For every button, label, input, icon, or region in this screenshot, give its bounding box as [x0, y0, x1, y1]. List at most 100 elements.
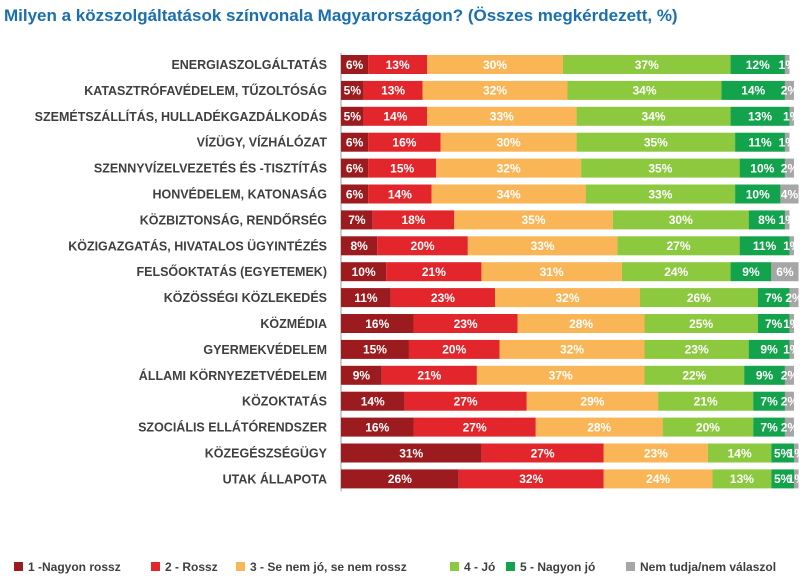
legend-label: 3 - Se nem jó, se nem rossz — [250, 560, 407, 574]
data-label: 32% — [555, 291, 579, 305]
data-label: 5% — [774, 446, 792, 460]
data-label: 2% — [781, 84, 799, 98]
bar-segment — [639, 288, 758, 308]
category-label: SZOCIÁLIS ELLÁTÓRENDSZER — [138, 420, 327, 435]
bar-segment — [789, 236, 794, 256]
bar-segment — [341, 365, 382, 385]
data-label: 2% — [781, 420, 799, 434]
data-label: 20% — [696, 420, 720, 434]
bar-segment — [753, 417, 785, 437]
bar-segment — [730, 262, 772, 282]
data-label: 2% — [785, 291, 803, 305]
data-label: 1% — [783, 317, 801, 331]
data-label: 11% — [753, 239, 777, 253]
data-label: 33% — [531, 239, 555, 253]
category-label: KÖZBIZTONSÁG, RENDŐRSÉG — [140, 212, 327, 227]
category-label: SZEMÉTSZÁLLÍTÁS, HULLADÉKGAZDÁLKODÁS — [35, 109, 327, 124]
bar-segment — [567, 80, 722, 100]
legend-swatch — [236, 562, 245, 571]
data-label: 10% — [746, 187, 770, 201]
data-label: 30% — [497, 136, 521, 150]
bar-segment — [526, 391, 659, 411]
bar-segment — [784, 417, 794, 437]
data-label: 2% — [781, 369, 799, 383]
data-label: 32% — [497, 161, 521, 175]
data-label: 23% — [454, 317, 478, 331]
bar-segment — [341, 80, 364, 100]
bar-segment — [458, 469, 604, 489]
bar-segment — [467, 236, 618, 256]
data-label: 1% — [783, 343, 801, 357]
bar-segment — [753, 391, 785, 411]
data-label: 35% — [644, 136, 668, 150]
data-label: 21% — [694, 395, 718, 409]
bar-segment — [735, 184, 781, 204]
bar-segment — [744, 365, 785, 385]
data-label: 6% — [776, 265, 794, 279]
bar-segment — [431, 184, 586, 204]
bar-segment — [771, 469, 794, 489]
data-label: 9% — [353, 369, 371, 383]
category-label: KÖZOKTATÁS — [242, 394, 327, 409]
bar-segment — [476, 365, 645, 385]
bar-segment — [562, 55, 731, 74]
bar-segment — [341, 339, 409, 359]
data-label: 27% — [463, 420, 487, 434]
bar-segment — [341, 210, 373, 230]
data-label: 23% — [685, 343, 709, 357]
data-label: 6% — [346, 136, 364, 150]
bar-segment — [585, 184, 736, 204]
bar-segment — [644, 314, 758, 333]
bar-segment — [621, 262, 731, 282]
bar-segment — [771, 262, 799, 282]
data-label: 16% — [392, 136, 416, 150]
bar-segment — [612, 210, 749, 230]
data-label: 20% — [442, 343, 466, 357]
data-label: 7% — [765, 317, 783, 331]
legend-swatch — [14, 562, 23, 571]
data-label: 8% — [758, 213, 776, 227]
bar-segment — [427, 55, 563, 74]
data-label: 9% — [760, 343, 778, 357]
legend-label: 4 - Jó — [464, 560, 495, 574]
data-label: 23% — [431, 291, 455, 305]
bar-segment — [341, 106, 364, 126]
data-label: 26% — [687, 291, 711, 305]
data-label: 1% — [779, 136, 797, 150]
bar-segment — [721, 80, 785, 100]
bar-segment — [784, 132, 790, 152]
bar-segment — [372, 210, 455, 230]
bar-segment — [707, 443, 772, 463]
legend-swatch — [450, 562, 459, 571]
data-label: 1% — [788, 446, 806, 460]
bar-segment — [771, 443, 794, 463]
data-label: 25% — [689, 317, 713, 331]
bar-segment — [784, 80, 794, 100]
bar-segment — [784, 210, 790, 230]
bar-segment — [495, 288, 640, 308]
bar-segment — [789, 106, 794, 126]
data-label: 22% — [682, 369, 706, 383]
data-label: 1% — [783, 239, 801, 253]
bar-segment — [341, 443, 482, 463]
bar-segment — [735, 132, 785, 152]
category-label: KÖZMÉDIA — [260, 316, 327, 331]
legend-swatch — [506, 562, 515, 571]
data-label: 16% — [365, 420, 389, 434]
legend-label: Nem tudja/nem válaszol — [640, 560, 776, 574]
bar-segment — [413, 417, 536, 437]
bar-segment — [603, 469, 713, 489]
data-label: 6% — [346, 187, 364, 201]
data-label: 14% — [383, 110, 407, 124]
data-label: 28% — [587, 420, 611, 434]
data-label: 1% — [788, 472, 806, 486]
chart-title: Milyen a közszolgáltatások színvonala Ma… — [4, 6, 678, 25]
bar-segment — [341, 132, 369, 152]
data-label: 29% — [580, 395, 604, 409]
bar-segment — [368, 132, 441, 152]
data-label: 6% — [346, 58, 364, 72]
category-label: KÖZEGÉSZSÉGÜGY — [205, 446, 328, 461]
data-label: 23% — [644, 446, 668, 460]
data-label: 11% — [354, 291, 378, 305]
